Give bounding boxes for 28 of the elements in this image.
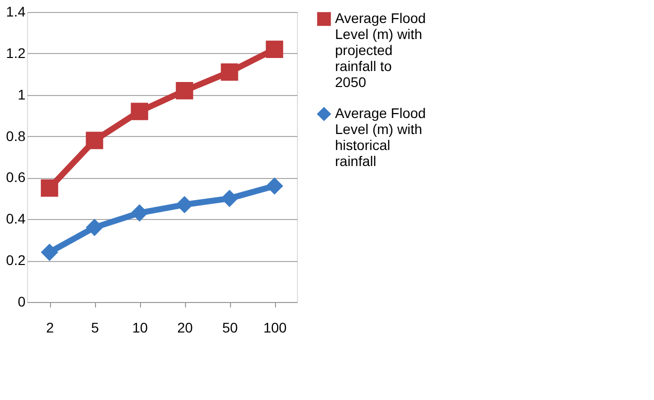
point	[86, 132, 104, 150]
y-tick-label: 1.2	[6, 44, 26, 61]
y-tick-label: 1.4	[6, 4, 26, 20]
point	[220, 190, 238, 208]
point	[176, 196, 194, 214]
point	[266, 40, 284, 58]
point	[130, 204, 148, 222]
point	[176, 82, 194, 100]
legend-label: Average Flood Level (m) with historical rainfall	[335, 105, 426, 169]
point	[40, 244, 58, 261]
point	[86, 218, 104, 236]
y-tick-label: 0.4	[6, 210, 26, 227]
y-tick-label: 0.6	[6, 169, 26, 186]
x-tick-label: 100	[263, 320, 287, 336]
point	[130, 102, 148, 120]
point	[220, 63, 238, 81]
x-tick-label: 20	[177, 320, 193, 336]
y-tick-label: 0	[18, 294, 26, 310]
x-tick-label: 50	[222, 320, 238, 336]
point	[266, 177, 284, 195]
x-tick-label: 2	[46, 320, 54, 336]
x-tick-label: 5	[91, 320, 100, 336]
y-tick-label: 1	[18, 86, 26, 102]
point	[40, 179, 58, 197]
y-tick-label: 0.2	[6, 252, 26, 268]
x-tick-label: 10	[132, 320, 148, 336]
y-tick-label: 0.8	[6, 128, 26, 144]
legend-label: Average Flood Level (m) with projected rainfall to 2050	[335, 10, 426, 90]
